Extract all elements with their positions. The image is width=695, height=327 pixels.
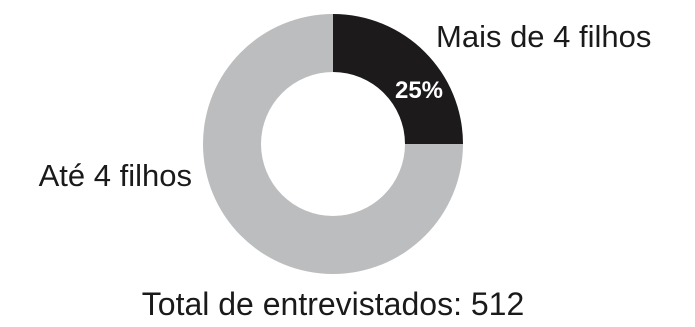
- donut-slice-1: [203, 14, 463, 274]
- donut-slice-0: [333, 14, 463, 144]
- chart-caption: Total de entrevistados: 512: [142, 286, 524, 322]
- slice-label-mais-de-4-filhos: Mais de 4 filhos: [436, 19, 651, 54]
- slice-value-label-mais-de-4-filhos: 25%: [395, 77, 443, 104]
- slice-label-ate-4-filhos: Até 4 filhos: [39, 158, 192, 193]
- donut-slices: [203, 14, 463, 274]
